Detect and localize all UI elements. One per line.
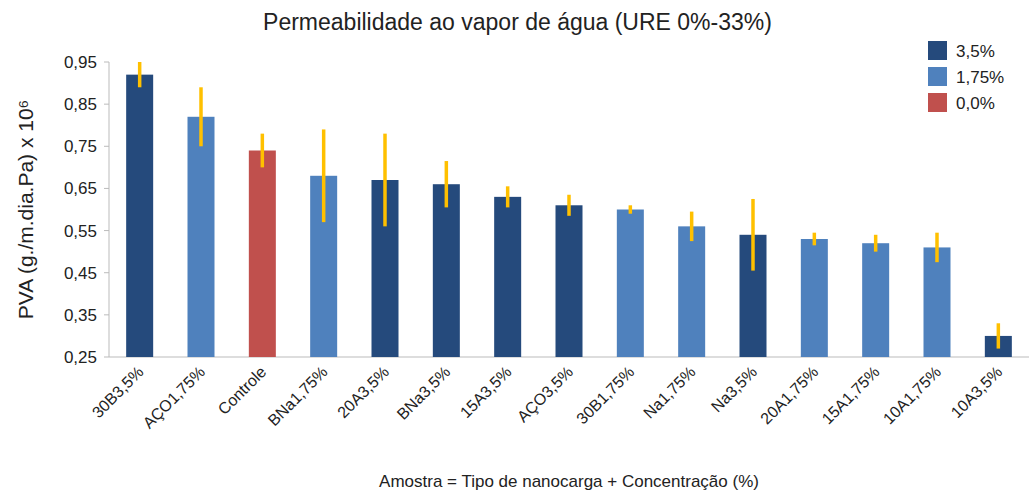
y-tick [104,272,109,273]
bar [617,210,644,358]
y-axis [109,62,110,357]
bar [126,75,153,357]
bar [801,239,828,357]
bar [862,243,889,357]
error-bar [261,134,265,168]
bar [433,184,460,357]
legend-label: 1,75% [956,68,1004,87]
y-tick [104,104,109,105]
error-bar [690,212,694,242]
x-axis-label: Amostra = Tipo de nanocarga + Concentraç… [379,472,759,491]
legend-label: 0,0% [956,94,995,113]
x-tick-label: Controle [215,363,270,418]
x-tick-label: 30B3,5% [89,363,147,421]
error-bar [506,186,510,207]
x-tick-label: BNa1,75% [265,363,331,429]
y-tick-label: 0,65 [64,179,97,198]
error-bar [322,129,326,222]
y-tick-label: 0,35 [64,306,97,325]
x-tick-label: Na3,5% [708,363,760,415]
x-tick-label: AÇO1,75% [139,363,208,432]
x-tick-label: BNa3,5% [394,363,454,423]
x-tick-label: Na1,75% [640,363,699,422]
legend: 3,5% 1,75% 0,0% [928,41,1004,113]
y-tick [104,188,109,189]
legend-swatch [928,41,947,60]
bar [188,117,215,357]
y-tick [104,62,109,63]
x-tick-label: 30B1,75% [573,363,637,427]
legend-label: 3,5% [956,42,995,61]
x-tick-label: 10A3,5% [948,363,1006,421]
x-tick-label: 20A1,75% [757,363,821,427]
chart: Permeabilidade ao vapor de água (URE 0%-… [0,0,1035,501]
y-tick-label: 0,55 [64,222,97,241]
y-tick-label: 0,45 [64,264,97,283]
y-tick [104,230,109,231]
error-bar [199,87,203,146]
legend-swatch [928,93,947,112]
error-bar [383,134,387,227]
legend-swatch [928,67,947,86]
bar [556,205,583,357]
error-bar [445,161,449,207]
x-tick-label: 20A3,5% [334,363,392,421]
x-tick-label: 15A1,75% [819,363,883,427]
y-tick [104,146,109,147]
error-bars [140,62,999,349]
error-bar [751,199,755,271]
y-tick [104,357,109,358]
y-axis-label: PVA (g./m.dia.Pa) x 10⁶ [14,100,37,320]
title: Permeabilidade ao vapor de água (URE 0%-… [263,9,772,35]
x-tick-label: AÇO3,5% [514,363,576,425]
y-tick-label: 0,25 [64,348,97,367]
y-tick-label: 0,85 [64,95,97,114]
bar [494,197,521,357]
x-tick-label: 15A3,5% [457,363,515,421]
error-bar [874,235,878,252]
error-bar [567,195,571,216]
error-bar [935,233,939,262]
error-bar [629,205,633,213]
error-bar [138,62,142,87]
y-tick-label: 0,75 [64,137,97,156]
plot-area [126,75,1012,357]
error-bar [997,323,1001,348]
error-bar [813,233,817,246]
x-tick-label: 10A1,75% [880,363,944,427]
bar [678,226,705,357]
y-tick [104,314,109,315]
bar [924,247,951,357]
bar [249,151,276,358]
y-tick-label: 0,95 [64,53,97,72]
